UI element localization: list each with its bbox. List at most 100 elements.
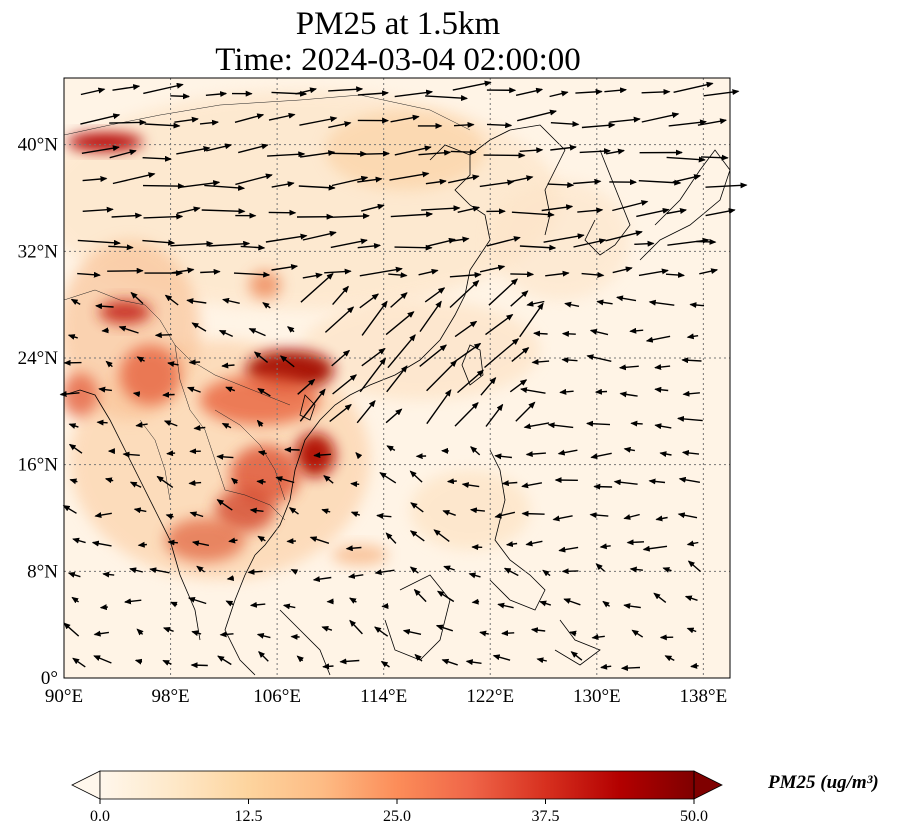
wind-arrow [95, 303, 114, 310]
wind-arrow [390, 292, 408, 308]
wind-arrow [386, 365, 408, 393]
colorbar-label: PM25 (ug/m³) [768, 772, 879, 793]
wind-arrow [77, 239, 121, 246]
wind-arrow [271, 264, 299, 271]
wind-arrow [347, 573, 364, 580]
wind-arrow [545, 270, 570, 277]
wind-arrow [426, 359, 458, 392]
wind-arrow [436, 590, 455, 603]
wind-arrow [510, 271, 535, 278]
wind-arrow [225, 386, 236, 393]
wind-arrow [290, 568, 299, 575]
wind-arrow [109, 119, 147, 126]
wind-arrow [461, 482, 480, 489]
wind-arrow [205, 91, 228, 98]
wind-arrow [284, 446, 300, 453]
wind-arrow [200, 268, 221, 275]
wind-arrow [258, 650, 269, 662]
wind-arrow [521, 510, 545, 517]
wind-arrow [80, 87, 106, 96]
wind-arrow [453, 121, 475, 128]
wind-arrow [550, 121, 580, 128]
lat-tick-label: 0° [41, 668, 58, 689]
wind-arrow [133, 507, 147, 514]
wind-arrow [149, 567, 170, 574]
wind-arrow [470, 446, 481, 456]
wind-arrow [443, 565, 455, 572]
wind-arrow [510, 290, 529, 307]
wind-arrow [623, 513, 640, 520]
wind-arrow [677, 512, 698, 519]
colorbar-ticks: 0.0 12.5 25.0 37.5 50.0 [90, 799, 708, 825]
wind-arrow [300, 150, 336, 158]
lat-tick-label: 8°N [27, 561, 58, 582]
wind-arrow [503, 567, 519, 577]
wind-arrow [162, 391, 175, 398]
wind-arrow [332, 285, 349, 306]
wind-arrow [299, 388, 326, 422]
wind-arrow [166, 450, 176, 457]
wind-arrow [421, 205, 461, 212]
wind-arrow [699, 268, 719, 275]
wind-arrow [231, 477, 239, 485]
wind-arrow [665, 272, 685, 278]
wind-arrow [357, 176, 383, 183]
wind-arrow [331, 175, 369, 187]
wind-arrow [186, 298, 207, 305]
wind-arrow [519, 302, 544, 338]
wind-arrow [118, 325, 139, 334]
wind-arrow [488, 278, 519, 306]
wind-arrow [626, 539, 645, 546]
wind-arrow [666, 208, 687, 215]
wind-arrow [479, 179, 515, 188]
wind-arrow [519, 244, 557, 251]
wind-arrow [204, 184, 246, 191]
wind-arrow [468, 572, 481, 579]
wind-arrow [563, 598, 581, 606]
wind-arrow [457, 205, 481, 213]
wind-arrow [543, 233, 585, 243]
wind-arrow [394, 244, 433, 251]
wind-arrow [613, 479, 638, 486]
wind-arrow [170, 93, 190, 100]
wind-arrow [165, 513, 174, 520]
wind-arrow [485, 314, 514, 336]
wind-arrow [271, 181, 295, 188]
wind-arrow [549, 90, 569, 98]
wind-arrow [505, 541, 518, 548]
lat-tick-label: 40°N [18, 135, 59, 156]
wind-arrow [494, 453, 512, 460]
wind-arrow [414, 653, 423, 662]
wind-arrow [525, 451, 546, 458]
wind-arrow [681, 449, 700, 456]
wind-arrow [638, 268, 669, 277]
wind-arrow [188, 359, 201, 366]
wind-arrow [191, 630, 202, 637]
wind-arrow [129, 567, 143, 574]
wind-arrow [189, 511, 204, 518]
wind-arrow [612, 266, 633, 274]
wind-arrow [623, 446, 636, 453]
wind-arrow [105, 360, 113, 368]
wind-arrow [590, 452, 612, 460]
wind-arrow [82, 206, 114, 213]
wind-arrow [659, 451, 672, 458]
wind-arrow [501, 480, 518, 487]
wind-arrow [191, 540, 210, 547]
wind-arrow [98, 386, 112, 393]
wind-arrow [600, 663, 612, 670]
wind-arrow [361, 300, 388, 336]
wind-arrow [94, 512, 112, 519]
wind-arrow [596, 299, 613, 306]
wind-arrow [409, 470, 423, 483]
wind-arrow [533, 330, 548, 337]
wind-arrow [287, 326, 295, 333]
wind-arrow [253, 351, 269, 363]
wind-arrow [332, 374, 357, 395]
wind-arrow [681, 357, 702, 364]
wind-arrow [486, 122, 513, 129]
wind-arrow [564, 301, 580, 308]
wind-arrow [573, 238, 607, 248]
wind-arrow [135, 421, 148, 428]
wind-arrow [593, 483, 613, 490]
